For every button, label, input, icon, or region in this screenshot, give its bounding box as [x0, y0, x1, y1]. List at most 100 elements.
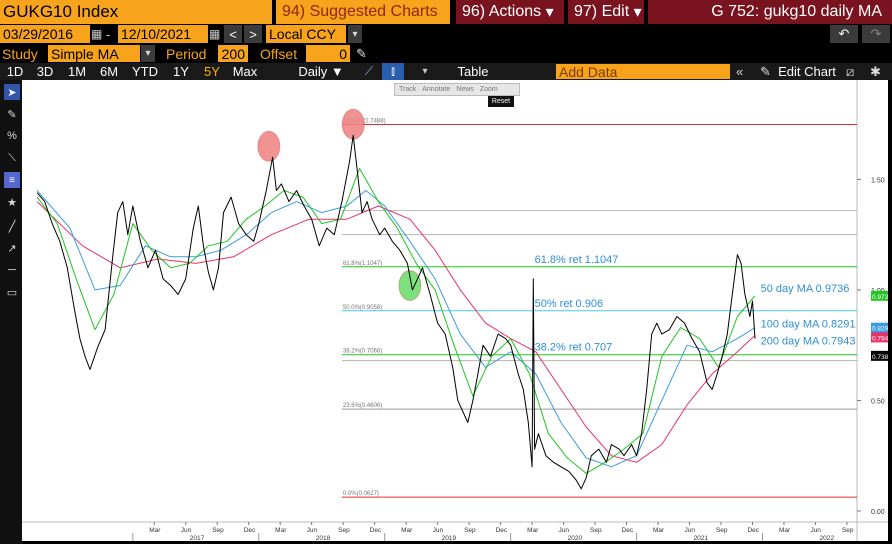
range-button-3d[interactable]: 3D	[36, 64, 54, 79]
frequency-select[interactable]: Daily ▼	[298, 64, 344, 79]
axis-badge	[871, 350, 891, 361]
favorites-icon[interactable]: ★	[7, 196, 17, 209]
x-tick-label: Dec	[747, 527, 759, 534]
bar-chart-icon[interactable]: ⫾	[382, 63, 404, 80]
gear-icon[interactable]: ✱	[870, 63, 881, 79]
calendar-icon[interactable]: ▦	[209, 27, 221, 41]
x-tick-label: Mar	[149, 527, 161, 534]
fib-annotation: 50% ret 0.906	[535, 298, 604, 310]
ticker-field[interactable]: GUKG10 Index	[0, 0, 272, 24]
mini-news[interactable]: News	[456, 86, 474, 93]
toolbar-row: 1D 3D 1M 6M YTD 1Y 5Y Max Daily ▼ ⟋ ⫾ ▾ Table A…	[0, 63, 892, 80]
chevron-down-icon[interactable]: ▾	[422, 66, 428, 77]
x-tick-label: Jun	[307, 527, 318, 534]
range-button-1m[interactable]: 1M	[67, 64, 87, 79]
prev-period-button[interactable]: <	[224, 25, 242, 43]
offset-input[interactable]: 0	[306, 45, 350, 62]
range-button-ytd[interactable]: YTD	[132, 64, 158, 79]
ray-tool-icon[interactable]: ↗	[7, 242, 17, 255]
calendar-icon[interactable]: ▦	[91, 27, 103, 41]
end-date-field[interactable]: 12/10/2021	[118, 25, 208, 43]
axis-badge-label: 0.738	[872, 354, 888, 361]
chevron-down-icon[interactable]: ▾	[141, 45, 155, 62]
horizontal-line-icon[interactable]: ─	[8, 264, 16, 276]
mini-track[interactable]: Track	[399, 86, 417, 93]
dash-separator: -	[106, 26, 111, 42]
currency-select[interactable]: Local CCY	[266, 25, 346, 43]
add-data-input[interactable]: Add Data	[556, 64, 730, 79]
x-tick-label: Dec	[370, 527, 382, 534]
mini-annotate[interactable]: Annotate	[422, 86, 451, 93]
x-tick-label: Sep	[212, 527, 224, 534]
period-input[interactable]: 200	[218, 45, 248, 62]
table-button[interactable]: Table	[457, 64, 489, 79]
edit-square-icon[interactable]: ⧄	[846, 63, 855, 79]
x-tick-label: Mar	[653, 527, 665, 534]
range-button-max[interactable]: Max	[232, 64, 258, 79]
study-select[interactable]: Simple MA	[48, 45, 140, 62]
collapse-icon[interactable]: «	[736, 64, 744, 79]
x-tick-label: Mar	[275, 527, 287, 534]
edit-chart-button[interactable]: Edit Chart	[778, 64, 836, 79]
reset-button[interactable]: Reset	[488, 96, 514, 107]
x-tick-label: Jun	[810, 527, 821, 534]
ma-label: 100 day MA 0.8291	[761, 319, 856, 331]
fib-level-label: 23.6%(0.4606)	[343, 403, 382, 409]
fib-level-label: 0.0%(0.0627)	[343, 491, 379, 497]
fib-tool-icon[interactable]: ≡	[4, 172, 20, 188]
range-button-5y[interactable]: 5Y	[204, 64, 220, 79]
y-tick-label: 0.50	[871, 398, 885, 405]
year-label: 2020	[568, 535, 583, 541]
year-label: 2019	[442, 535, 457, 541]
chart-title: G 752: gukg10 daily MA	[648, 0, 892, 24]
marker-circle	[257, 130, 281, 162]
x-tick-label: Jun	[684, 527, 695, 534]
fib-level-label: 100.0%(1.7488)	[343, 118, 386, 124]
edit-menu[interactable]: 97) Edit ▾	[568, 0, 644, 24]
actions-label: 96) Actions	[462, 3, 542, 20]
year-label: 2017	[190, 535, 205, 541]
chevron-down-icon[interactable]: ▾	[348, 25, 362, 43]
range-button-1y[interactable]: 1Y	[173, 64, 189, 79]
x-tick-label: Dec	[244, 527, 256, 534]
line-chart-icon[interactable]: ⟋	[364, 64, 374, 78]
trend-tool-icon[interactable]: ⟍	[8, 151, 16, 164]
period-label: Period	[166, 45, 207, 62]
pen-icon[interactable]: ✎	[7, 108, 17, 121]
start-date-field[interactable]: 03/29/2016	[0, 25, 90, 43]
x-tick-label: Sep	[590, 527, 602, 534]
x-tick-label: Dec	[496, 527, 508, 534]
eraser-icon[interactable]: ▭	[6, 286, 18, 299]
redo-button[interactable]: ↷	[862, 25, 890, 43]
ma100-line	[36, 190, 756, 468]
x-tick-label: Mar	[401, 527, 413, 534]
fib-level-label: 61.8%(1.1047)	[343, 261, 382, 267]
chevron-down-icon: ▾	[545, 4, 554, 21]
chart-area[interactable]: 1.501.000.500.00100.0%(1.7488)61.8%(1.10…	[22, 80, 892, 542]
next-period-button[interactable]: >	[244, 25, 262, 43]
ma-label: 200 day MA 0.7943	[761, 335, 856, 347]
pointer-icon[interactable]: ➤	[4, 84, 20, 100]
mini-zoom[interactable]: Zoom	[479, 86, 498, 93]
edit-label: 97) Edit	[574, 3, 630, 20]
line-tool-icon[interactable]: ╱	[8, 220, 16, 233]
range-button-6m[interactable]: 6M	[99, 64, 119, 79]
tool-palette: ➤ ✎ % ⟍ ≡ ★ ╱ ↗ ─ ▭	[0, 80, 22, 544]
offset-label: Offset	[260, 45, 298, 62]
suggested-charts-button[interactable]: 94) Suggested Charts	[276, 0, 450, 24]
x-tick-label: Sep	[842, 527, 854, 534]
ma200-line	[36, 201, 756, 463]
year-label: 2018	[316, 535, 331, 541]
x-tick-label: Sep	[464, 527, 476, 534]
x-tick-label: Dec	[622, 527, 634, 534]
year-label: 2021	[694, 535, 709, 541]
undo-button[interactable]: ↶	[830, 25, 858, 43]
x-tick-label: Sep	[716, 527, 728, 534]
actions-menu[interactable]: 96) Actions ▾	[456, 0, 564, 24]
y-tick-label: 1.50	[871, 177, 885, 184]
range-button-1d[interactable]: 1D	[6, 64, 24, 79]
percent-tool-icon[interactable]: %	[7, 130, 17, 142]
study-label: Study	[2, 45, 38, 62]
pencil-icon[interactable]: ✎	[356, 45, 367, 61]
chevron-down-icon: ▾	[633, 4, 642, 21]
